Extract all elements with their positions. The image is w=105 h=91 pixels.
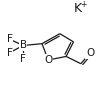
Text: F: F — [7, 48, 12, 58]
Text: O: O — [44, 55, 52, 65]
Text: B: B — [20, 40, 27, 51]
Text: O: O — [86, 48, 94, 58]
Text: K: K — [74, 2, 82, 15]
Text: F: F — [7, 34, 12, 44]
Text: F: F — [20, 54, 26, 64]
Text: +: + — [80, 0, 87, 9]
